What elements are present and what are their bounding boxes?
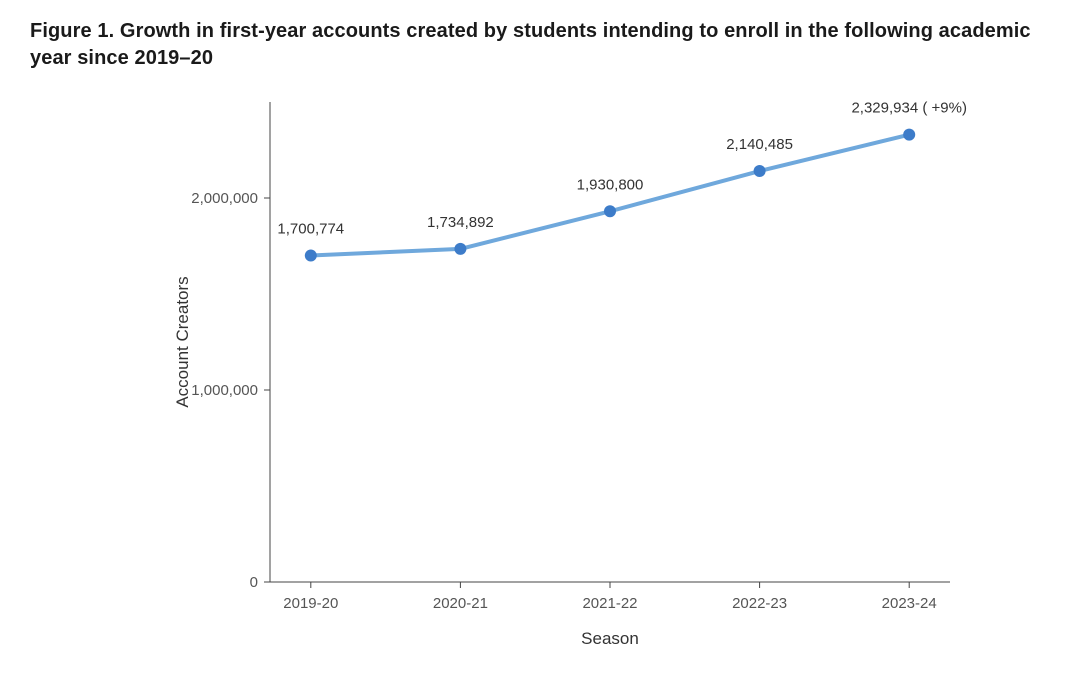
x-tick-label: 2021-22 [582, 595, 637, 612]
line-chart: 0 1,000,000 2,000,000 2019-20 2020-21 2021-22… [160, 82, 980, 667]
y-tick-label: 0 [250, 574, 258, 591]
data-point-label: 1,930,800 [577, 176, 644, 193]
data-point-label: 1,700,774 [277, 220, 344, 237]
data-point [903, 129, 915, 141]
data-point [454, 243, 466, 255]
data-point-label: 2,140,485 [726, 136, 793, 153]
figure-container: Figure 1. Growth in first-year accounts … [0, 0, 1080, 697]
y-tick-label: 1,000,000 [191, 382, 258, 399]
x-tick-label: 2023-24 [882, 595, 937, 612]
y-axis-title: Account Creators [173, 276, 192, 407]
data-point [754, 165, 766, 177]
data-point [305, 249, 317, 261]
y-tick-label: 2,000,000 [191, 190, 258, 207]
x-tick-label: 2019-20 [283, 595, 338, 612]
x-axis-title: Season [581, 629, 639, 648]
data-point-label: 2,329,934 ( +9%) [851, 100, 967, 117]
x-tick-label: 2020-21 [433, 595, 488, 612]
data-point-label: 1,734,892 [427, 214, 494, 231]
figure-title: Figure 1. Growth in first-year accounts … [30, 18, 1050, 72]
data-point [604, 205, 616, 217]
x-tick-label: 2022-23 [732, 595, 787, 612]
chart-wrap: 0 1,000,000 2,000,000 2019-20 2020-21 2021-22… [160, 82, 980, 667]
